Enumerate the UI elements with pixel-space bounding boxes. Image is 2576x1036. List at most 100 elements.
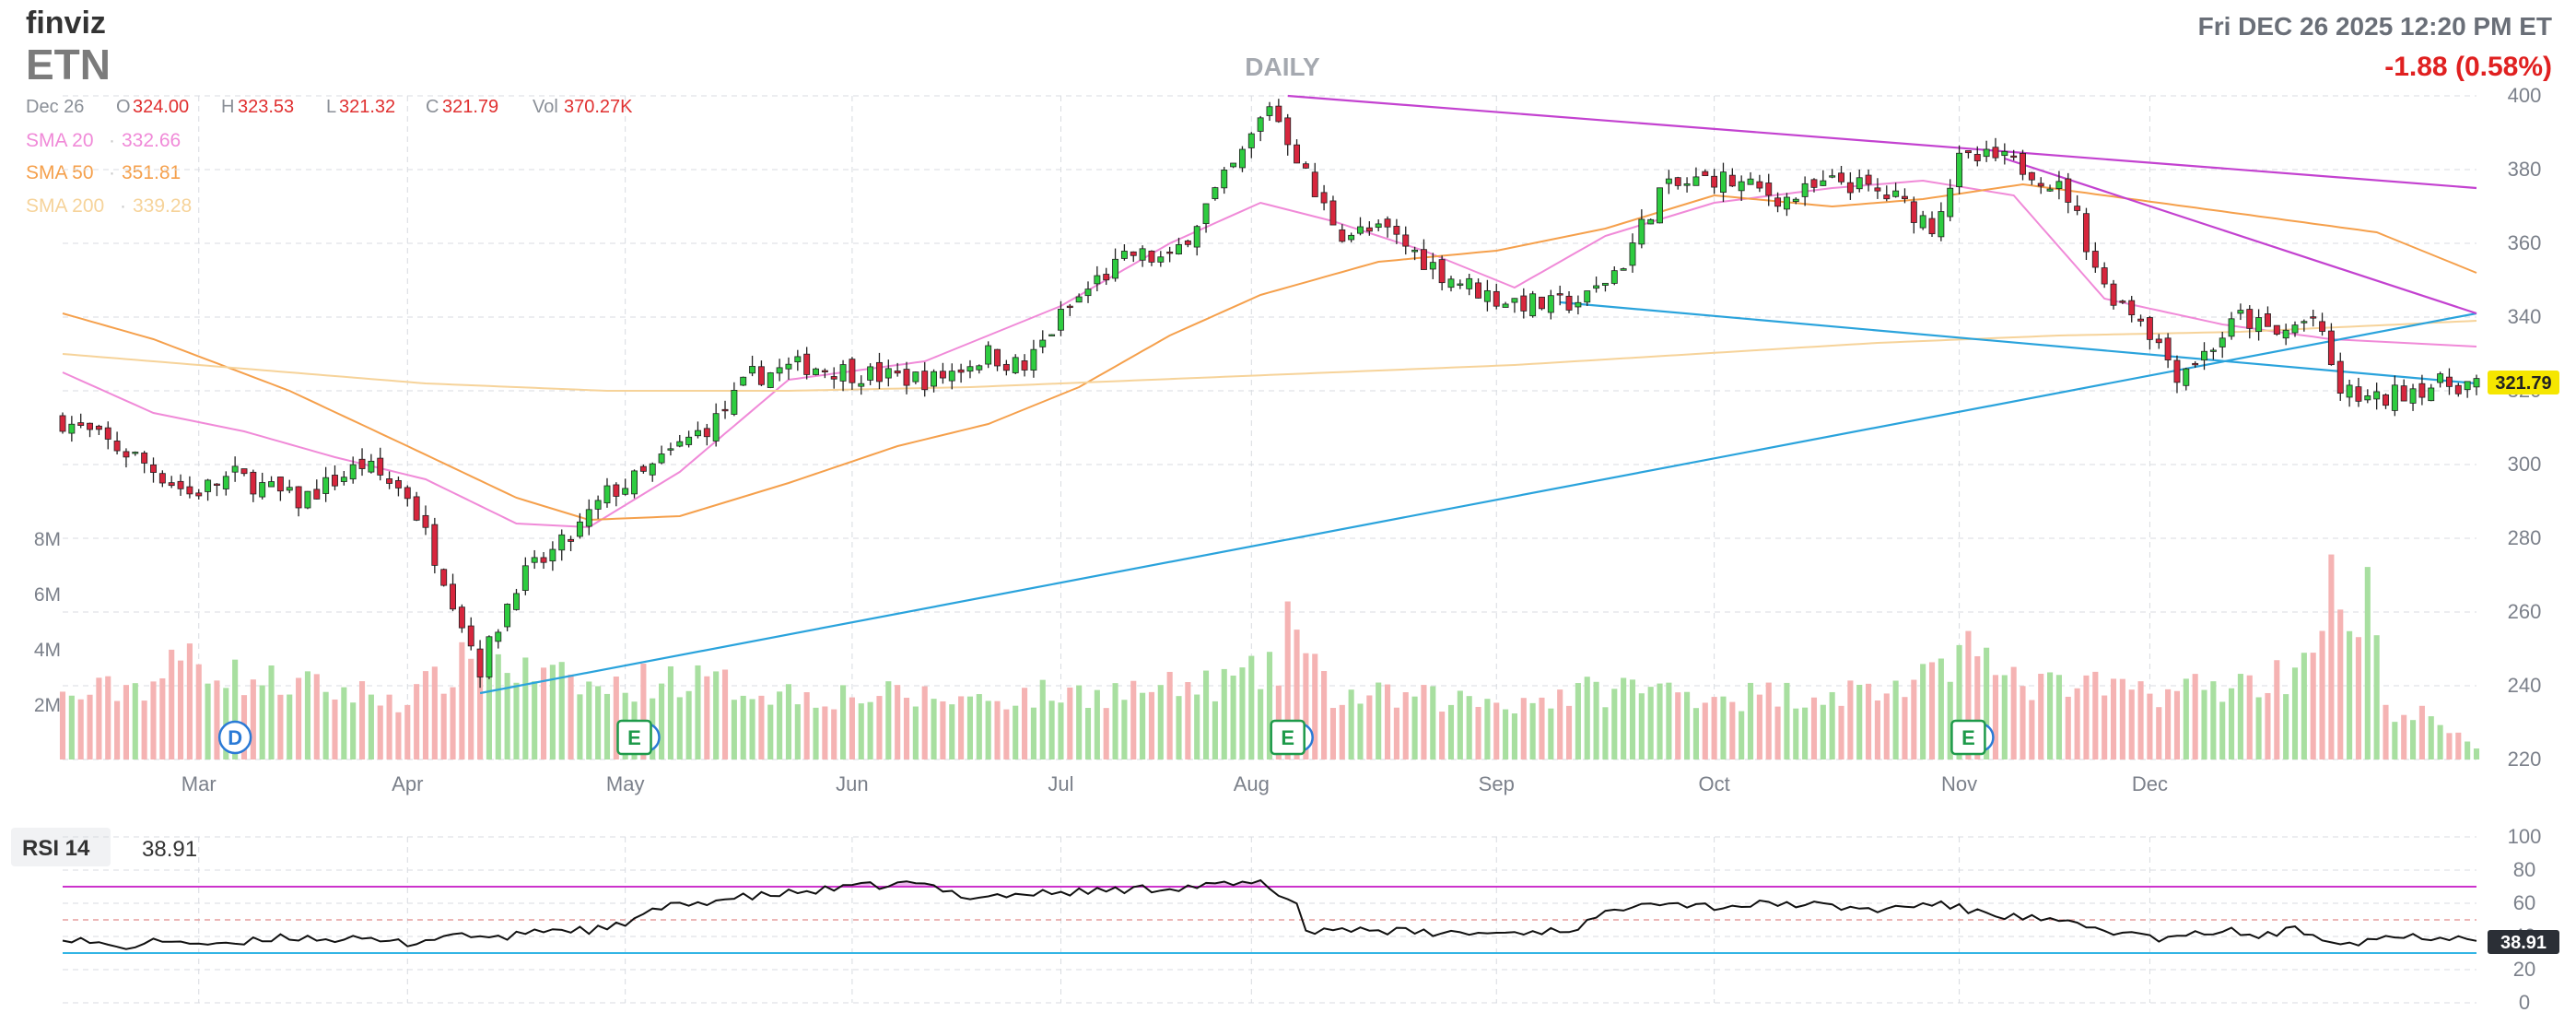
candle-body (2164, 337, 2172, 360)
volume-bar (1348, 689, 1354, 759)
volume-bar (96, 677, 102, 759)
volume-bar (1920, 664, 1926, 759)
volume-bar (721, 669, 729, 759)
rsi-tick-label: 100 (2508, 825, 2542, 848)
volume-bar (685, 690, 692, 759)
volume-tick-label: 4M (34, 640, 61, 661)
candle-body (2310, 316, 2317, 319)
volume-bar (123, 685, 130, 759)
candle-body (948, 371, 955, 382)
volume-bar (940, 700, 946, 759)
volume-bar (1774, 706, 1781, 759)
volume-bar (2128, 689, 2135, 759)
volume-bar (2310, 653, 2316, 759)
candle-body (1820, 180, 1827, 186)
candle-body (1420, 249, 1427, 270)
candle-body (1973, 154, 1981, 161)
candle-body (495, 631, 502, 642)
candle-body (2091, 251, 2099, 268)
ohlc-vol-label: Vol (533, 97, 558, 117)
candle-body (1247, 133, 1255, 148)
volume-bar (59, 691, 66, 759)
sma200-label: SMA 200 (26, 195, 104, 217)
candle-body (2336, 360, 2344, 394)
candle-body (1711, 175, 1718, 188)
finviz-logo[interactable]: finviz (26, 6, 106, 41)
price-change: -1.88 (0.58%) (2384, 52, 2552, 82)
volume-bar (1148, 691, 1155, 759)
candle-body (240, 468, 248, 475)
candle-body (1021, 360, 1028, 371)
volume-bar (2347, 630, 2353, 759)
volume-bar (522, 657, 529, 759)
volume-bar (1030, 707, 1036, 759)
candle-body (2409, 388, 2417, 404)
volume-bar (1103, 708, 1109, 759)
candle-body (2346, 384, 2353, 398)
candle-body (1176, 244, 1182, 254)
last-price-tag-bg (2488, 371, 2559, 394)
candle-body (1657, 187, 1663, 224)
candle-body (1302, 163, 1309, 169)
rsi-tag-value: 38.91 (2500, 933, 2547, 953)
candle-body (141, 453, 148, 464)
volume-bar (468, 658, 474, 759)
candle-body (213, 483, 220, 486)
candle-body (1792, 198, 1799, 203)
ohlc-low-label: L (326, 97, 336, 117)
candle-body (731, 390, 738, 415)
volume-bar (1593, 681, 1599, 759)
volume-bar (1294, 630, 1300, 759)
candle-body (931, 371, 938, 387)
candle-body (2473, 378, 2480, 388)
volume-bar (1511, 713, 1517, 759)
candle-body (77, 422, 85, 426)
candle-body (1339, 229, 1346, 242)
candle-body (1638, 218, 1645, 245)
candle-body (286, 487, 293, 491)
candle-body (1874, 187, 1881, 192)
volume-bar (1194, 694, 1200, 759)
ohlc-open: 324.00 (133, 97, 189, 117)
volume-bar (2065, 696, 2071, 759)
volume-bar (758, 695, 765, 759)
volume-bar (1475, 706, 1481, 759)
volume-bar (1312, 653, 1318, 759)
volume-bar (1520, 698, 1527, 759)
sma-lines (62, 179, 2477, 529)
candle-body (667, 448, 674, 451)
volume-bar (1956, 644, 1962, 759)
volume-bar (2237, 674, 2243, 759)
candle-body (1502, 303, 1509, 308)
volume-bar (577, 694, 583, 759)
volume-bar (77, 699, 84, 759)
volume-bar (858, 703, 864, 759)
candle-body (68, 423, 76, 434)
candle-body (1193, 226, 1200, 248)
volume-bar (287, 694, 293, 759)
candle-body (1365, 227, 1373, 232)
candle-body (2246, 309, 2254, 329)
candle-body (1801, 182, 1809, 197)
candle-body (1275, 105, 1282, 123)
candle-body (304, 490, 311, 509)
sma-line-200 (62, 320, 2477, 392)
volume-bar (704, 676, 710, 759)
price-tick-label: 280 (2508, 526, 2542, 549)
volume-bar (414, 684, 420, 759)
price-axis: 400380360340320300280260240220 (2508, 84, 2542, 771)
volume-bar (1847, 680, 1854, 759)
volume-bar (659, 683, 665, 759)
last-price-value: 321.79 (2495, 373, 2551, 394)
price-tick-label: 260 (2508, 600, 2542, 623)
volume-bar (2173, 690, 2181, 759)
candle-body (1610, 270, 1618, 284)
candle-body (985, 345, 992, 365)
volume-bar (1421, 685, 1427, 759)
volume-bar (132, 683, 138, 759)
volume-bar (1974, 655, 1981, 759)
volume-bar (368, 694, 374, 759)
datetime-label: Fri DEC 26 2025 12:20 PM ET (2198, 12, 2552, 41)
volume-bar (676, 697, 683, 759)
